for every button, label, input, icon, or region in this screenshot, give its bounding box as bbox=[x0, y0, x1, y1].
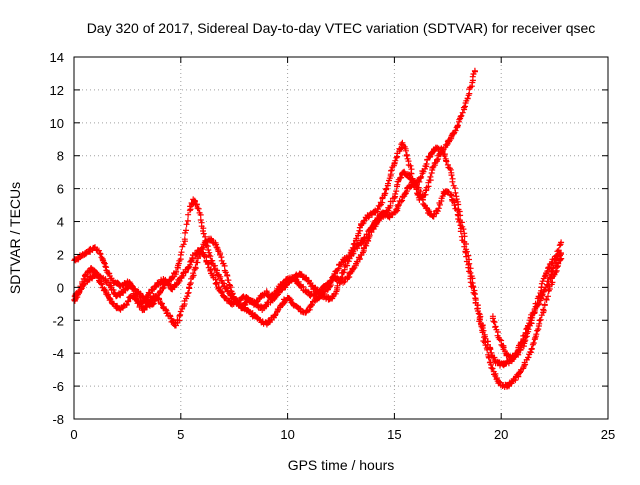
x-tick-label: 15 bbox=[387, 427, 401, 442]
chart-title: Day 320 of 2017, Sidereal Day-to-day VTE… bbox=[87, 20, 596, 36]
y-tick-label: 8 bbox=[57, 149, 64, 164]
y-tick-label: -6 bbox=[52, 379, 64, 394]
y-tick-label: 2 bbox=[57, 247, 64, 262]
y-tick-label: 14 bbox=[50, 50, 64, 65]
y-tick-label: -4 bbox=[52, 346, 64, 361]
x-tick-label: 20 bbox=[494, 427, 508, 442]
axis-ticks: 0 5 10 15 20 25 -8 -6 -4 -2 0 2 4 6 8 10 12 14 bbox=[50, 50, 616, 442]
series-track-a bbox=[71, 168, 564, 369]
x-tick-label: 25 bbox=[601, 427, 615, 442]
x-tick-label: 5 bbox=[177, 427, 184, 442]
x-axis-label: GPS time / hours bbox=[288, 457, 395, 473]
y-tick-label: 10 bbox=[50, 116, 64, 131]
y-tick-label: -2 bbox=[52, 313, 64, 328]
grid bbox=[74, 57, 608, 419]
y-axis-label: SDTVAR / TECUs bbox=[7, 182, 23, 294]
x-tick-label: 0 bbox=[70, 427, 77, 442]
series-track-c bbox=[71, 67, 565, 363]
data-markers bbox=[71, 168, 564, 369]
plot-frame bbox=[73, 56, 609, 420]
data-points bbox=[71, 67, 565, 390]
data-markers bbox=[71, 67, 565, 363]
y-tick-label: -8 bbox=[52, 412, 64, 427]
y-tick-label: 6 bbox=[57, 182, 64, 197]
x-tick-label: 10 bbox=[280, 427, 294, 442]
y-tick-label: 0 bbox=[57, 280, 64, 295]
y-tick-label: 12 bbox=[50, 83, 64, 98]
y-tick-label: 4 bbox=[57, 215, 64, 230]
